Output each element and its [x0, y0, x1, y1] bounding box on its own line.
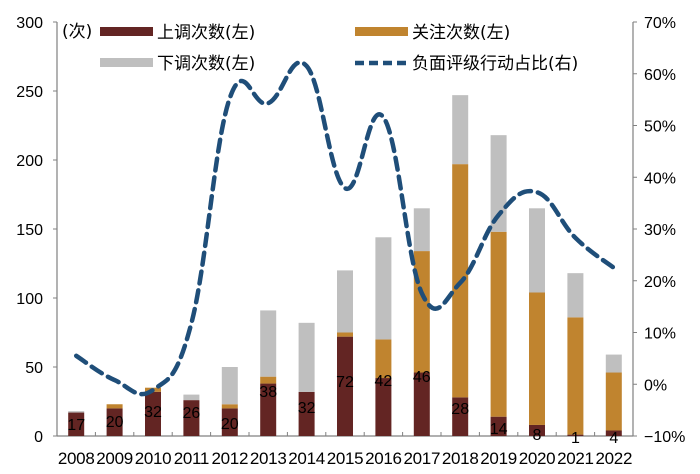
bar-data-label: 4 — [609, 430, 618, 447]
left-axis-tick-label: 200 — [16, 153, 43, 170]
bar-data-label: 20 — [221, 416, 239, 433]
legend: (次) 上调次数(左) 关注次数(左) 下调次数(左) 负面评级行动占比(右) — [62, 22, 578, 74]
x-axis-tick-label: 2012 — [211, 449, 248, 468]
bar-segment — [490, 416, 507, 436]
bar-segment — [529, 208, 545, 293]
right-axis-tick-label: 30% — [644, 222, 676, 239]
bar-segment — [337, 332, 353, 337]
x-axis-tick-label: 2017 — [403, 449, 440, 468]
bar-data-label: 8 — [533, 427, 542, 444]
bar-segment — [221, 404, 238, 409]
bar-segment — [337, 270, 353, 333]
bar-segment — [605, 354, 622, 373]
bar-segment — [452, 95, 469, 165]
legend-swatch-upgrade — [100, 27, 153, 36]
bar-segment — [298, 391, 315, 436]
right-axis: −10% 0% 10% 20% 30% 40% 50% 60% 70% — [632, 15, 685, 446]
ratio-line — [73, 60, 617, 397]
bar-segment — [567, 434, 584, 436]
bar-segment — [106, 404, 123, 409]
x-axis-tick-label: 2008 — [58, 449, 95, 468]
bar-segment — [260, 310, 277, 377]
bar-segment — [375, 378, 392, 436]
right-axis-tick-label: 20% — [644, 274, 676, 291]
x-axis: 2008 2009 2010 2011 2012 2013 2014 2015 2016 2017… — [57, 432, 633, 468]
bar-data-label: 26 — [183, 405, 201, 422]
bar-segment — [260, 383, 277, 436]
bar-segment — [605, 372, 622, 431]
bar-data-label: 14 — [490, 421, 508, 438]
bar-segment — [490, 231, 507, 417]
right-axis-tick-label: 10% — [644, 326, 676, 343]
legend-label-downgrade: 下调次数(左) — [157, 54, 255, 74]
bar-segment — [567, 317, 584, 435]
bar-segment — [529, 292, 545, 425]
x-axis-tick-label: 2014 — [288, 449, 325, 468]
x-axis-tick-label: 2015 — [327, 449, 364, 468]
bar-data-label: 32 — [144, 404, 162, 421]
right-axis-tick-label: −10% — [644, 429, 685, 446]
right-axis-tick-label: 50% — [644, 119, 676, 136]
x-axis-tick-label: 2018 — [442, 449, 479, 468]
x-axis-tick-label: 2010 — [135, 449, 172, 468]
x-axis-tick-label: 2021 — [557, 449, 594, 468]
bar-segment — [106, 408, 123, 436]
bar-segment — [375, 339, 392, 379]
bar-segment — [375, 237, 392, 340]
x-axis-tick-label: 2022 — [595, 449, 632, 468]
x-axis-tick-label: 2019 — [480, 449, 517, 468]
left-axis-tick-label: 100 — [16, 291, 43, 308]
unit-label: (次) — [62, 22, 92, 42]
bar-data-label: 46 — [413, 369, 431, 386]
x-axis-tick-label: 2011 — [174, 449, 209, 468]
x-axis-tick-label: 2020 — [519, 449, 556, 468]
bar-segment — [452, 397, 469, 436]
right-axis-tick-label: 60% — [644, 67, 676, 84]
bar-data-label: 1 — [571, 430, 580, 447]
bar-segment — [567, 273, 584, 318]
x-axis-tick-label: 2013 — [250, 449, 287, 468]
legend-label-watch: 关注次数(左) — [412, 23, 510, 43]
left-axis: 0 50 100 150 200 250 300 — [16, 15, 58, 446]
x-axis-tick-label: 2009 — [96, 449, 133, 468]
legend-label-upgrade: 上调次数(左) — [157, 23, 255, 43]
bar-data-label: 28 — [451, 401, 469, 418]
left-axis-tick-label: 50 — [25, 360, 43, 377]
bar-segment — [298, 322, 315, 392]
bar-segment — [221, 367, 238, 405]
bar-segment — [260, 376, 277, 384]
bar-segment — [337, 336, 353, 436]
bar-data-label: 42 — [375, 373, 393, 390]
left-axis-tick-label: 0 — [34, 429, 43, 446]
bar-data-label: 20 — [106, 414, 124, 431]
bar-segment — [413, 208, 430, 252]
left-axis-tick-label: 300 — [16, 15, 43, 32]
bar-data-label: 72 — [336, 374, 354, 391]
bar-segment — [221, 408, 238, 436]
left-axis-tick-label: 250 — [16, 84, 43, 101]
bar-segment — [68, 411, 85, 413]
bar-segment — [183, 400, 200, 436]
right-axis-tick-label: 70% — [644, 15, 676, 32]
bar-segment — [68, 412, 85, 436]
bar-segment — [183, 394, 200, 401]
legend-swatch-downgrade — [100, 58, 153, 67]
legend-label-ratio: 负面评级行动占比(右) — [412, 54, 578, 74]
bar-segment — [413, 372, 430, 436]
bar-data-label: 32 — [298, 400, 316, 417]
bar-segment — [490, 135, 507, 232]
bar-segment — [529, 424, 545, 436]
x-axis-tick-label: 2016 — [365, 449, 402, 468]
bar-segment — [145, 391, 161, 436]
right-axis-tick-label: 0% — [644, 377, 667, 394]
legend-swatch-watch — [355, 27, 408, 36]
bar-data-label: 38 — [259, 384, 277, 401]
left-axis-tick-label: 150 — [16, 222, 43, 239]
bar-data-label: 17 — [67, 417, 85, 434]
bar-segment — [605, 430, 622, 436]
right-axis-tick-label: 40% — [644, 170, 676, 187]
ratio-line-path — [73, 60, 617, 397]
